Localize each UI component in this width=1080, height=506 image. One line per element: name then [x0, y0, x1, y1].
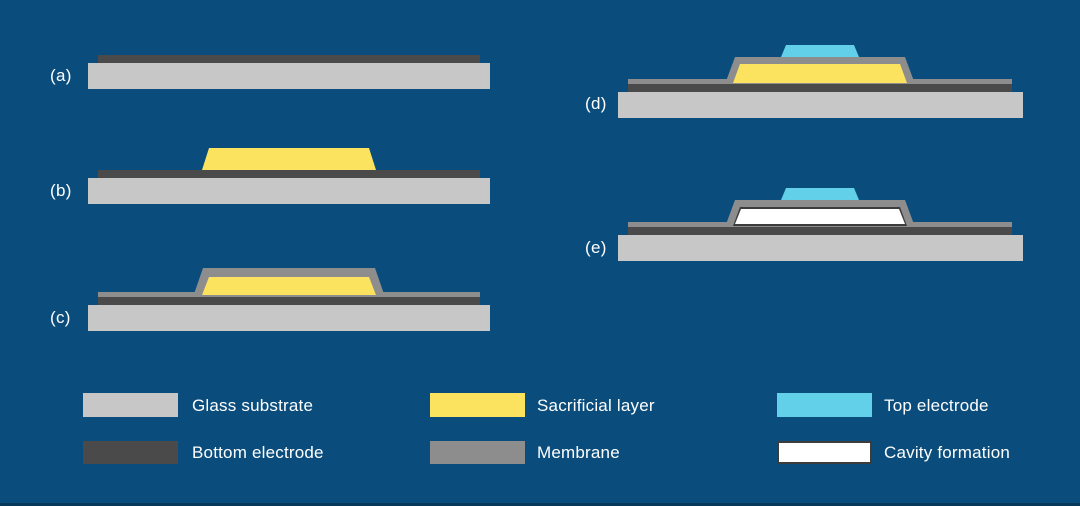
- sacrificial-layer: [733, 64, 907, 83]
- panel-c: (c): [0, 260, 540, 380]
- legend: Glass substrate Bottom electrode Sacrifi…: [0, 380, 1080, 480]
- bottom-electrode-layer: [98, 55, 480, 63]
- legend-label-bottom-electrode: Bottom electrode: [192, 443, 324, 462]
- legend-swatch-sacrificial-layer: [430, 393, 525, 417]
- panel-e: (e): [540, 160, 1080, 290]
- legend-swatch-cavity-formation: [777, 441, 872, 464]
- panel-a-label: (a): [50, 66, 72, 85]
- panel-d-label: (d): [585, 94, 607, 113]
- bottom-electrode-layer: [98, 170, 480, 178]
- bottom-electrode-layer: [628, 227, 1012, 235]
- glass-substrate-layer: [618, 92, 1023, 118]
- legend-label-top-electrode: Top electrode: [884, 396, 989, 415]
- bottom-electrode-layer: [628, 84, 1012, 92]
- panel-d: (d): [540, 0, 1080, 160]
- glass-substrate-layer: [88, 178, 490, 204]
- legend-label-cavity-formation: Cavity formation: [884, 443, 1011, 462]
- legend-label-sacrificial-layer: Sacrificial layer: [537, 396, 655, 415]
- legend-swatch-membrane: [430, 441, 525, 464]
- legend-label-glass-substrate: Glass substrate: [192, 396, 314, 415]
- cavity-layer: [735, 209, 905, 224]
- bottom-edge-divider: [0, 503, 1080, 506]
- panel-c-label: (c): [50, 308, 71, 327]
- sacrificial-layer: [202, 148, 376, 170]
- panel-a: (a): [0, 0, 540, 140]
- legend-swatch-bottom-electrode: [83, 441, 178, 464]
- panel-e-label: (e): [585, 238, 607, 257]
- top-electrode-layer: [781, 45, 859, 57]
- legend-swatch-top-electrode: [777, 393, 872, 417]
- sacrificial-layer: [202, 277, 376, 295]
- legend-label-membrane: Membrane: [537, 443, 620, 462]
- top-electrode-layer: [781, 188, 859, 200]
- bottom-electrode-layer: [98, 297, 480, 305]
- panel-b: (b): [0, 140, 540, 260]
- panel-b-label: (b): [50, 181, 72, 200]
- glass-substrate-layer: [618, 235, 1023, 261]
- cavity-outline-layer: [733, 207, 907, 226]
- glass-substrate-layer: [88, 305, 490, 331]
- glass-substrate-layer: [88, 63, 490, 89]
- legend-swatch-glass-substrate: [83, 393, 178, 417]
